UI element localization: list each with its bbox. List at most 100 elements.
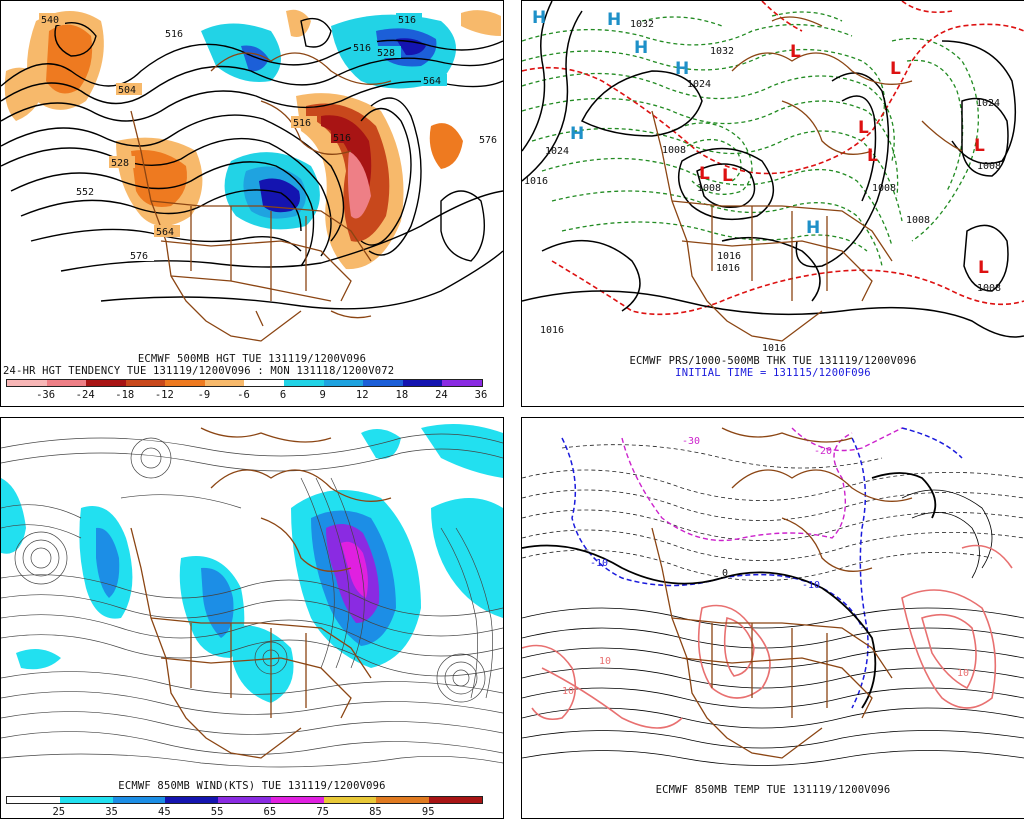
isobar-label: 1016 (540, 325, 564, 336)
colorbar-swatch (376, 797, 430, 803)
high-pressure-center: H (570, 124, 584, 144)
high-pressure-center: H (532, 8, 546, 28)
colorbar-tick-label: 12 (355, 389, 369, 401)
contour-label: 528 (377, 48, 395, 59)
colorbar-tick-label: 25 (52, 806, 66, 818)
isobars (522, 1, 1024, 338)
colorbar-swatch (402, 380, 443, 386)
contour-label: 516 (353, 43, 371, 54)
panel-pressure-thickness: 1032 1024 1024 1016 1032 1008 1024 1016 … (521, 0, 1024, 407)
colorbar-tick-label: 45 (158, 806, 171, 818)
colorbar-tick-label: 85 (369, 806, 382, 818)
high-pressure-center: H (607, 10, 621, 30)
isobar-label: 1016 (717, 251, 741, 262)
caption-wind-title: ECMWF 850MB WIND(KTS) TUE 131119/1200V09… (118, 780, 386, 792)
isobar-label: 1024 (545, 146, 569, 157)
contour-label: 504 (118, 85, 136, 96)
colorbar-tick-label: -24 (75, 389, 95, 401)
colorbar-swatch (165, 797, 219, 803)
isotherm-label: 0 (722, 568, 728, 579)
panel-850mb-wind: ECMWF 850MB WIND(KTS) TUE 131119/1200V09… (0, 417, 504, 819)
isotherm-labels: -20 -30 -10 -10 0 10 10 10 (562, 436, 969, 697)
colorbar-swatch (244, 380, 285, 386)
colorbar-swatch (59, 797, 113, 803)
low-pressure-center: L (867, 146, 878, 166)
high-pressure-center: H (634, 38, 648, 58)
isotherm-label: -30 (682, 436, 700, 447)
isobar-label: 1008 (977, 161, 1001, 172)
pressure-centers: H H H H H L L L L L L H L L (532, 8, 989, 278)
colorbar-swatch (270, 797, 324, 803)
contour-labels: 540 516 504 528 552 564 576 516 564 576 … (39, 13, 503, 262)
isobar-label: 1008 (662, 145, 686, 156)
low-pressure-center: L (699, 164, 710, 184)
contour-label: 516 (165, 29, 183, 40)
map-pressure: 1032 1024 1024 1016 1032 1008 1024 1016 … (522, 1, 1024, 353)
colorbar-swatch (323, 797, 377, 803)
isobar-label: 1032 (630, 19, 654, 30)
colorbar-swatch (442, 380, 482, 386)
colorbar-tendency (6, 379, 483, 387)
colorbar-tick-label: 18 (395, 389, 409, 401)
map-850mb-temp: -20 -30 -10 -10 0 10 10 10 (522, 427, 1024, 766)
colorbar-tick-label: 95 (421, 806, 435, 818)
colorbar-swatch (284, 380, 324, 386)
high-pressure-center: H (806, 218, 820, 238)
geography-borders (130, 52, 392, 342)
colorbar-swatch (165, 380, 205, 386)
isotherm-label: -10 (802, 580, 820, 591)
isobar-label: 1016 (762, 343, 786, 353)
contour-label: 576 (479, 135, 497, 146)
isotherm-label: 10 (957, 668, 969, 679)
caption-500mb-tendency: 24-HR HGT TENDENCY TUE 131119/1200V096 :… (3, 365, 395, 377)
isobar-label: 1008 (872, 183, 896, 194)
colorbar-tick-label: -36 (36, 389, 56, 401)
colorbar-tick-label: 24 (435, 389, 448, 401)
isobar-label: 1016 (524, 176, 548, 187)
colorbar-tick-label: 6 (279, 389, 287, 401)
contour-label: 516 (333, 133, 351, 144)
colorbar-tick-label: 75 (316, 806, 329, 818)
isobar-labels: 1032 1024 1024 1016 1032 1008 1024 1016 … (524, 19, 1001, 353)
low-pressure-center: L (790, 42, 801, 62)
low-pressure-center: L (978, 258, 989, 278)
isobar-label: 1024 (687, 79, 711, 90)
map-500mb: 540 516 504 528 552 564 576 516 564 576 … (1, 9, 503, 342)
low-pressure-center: L (722, 166, 733, 186)
freezing-line (561, 427, 963, 709)
wind-speed-shading (1, 424, 503, 703)
isotherm-label: -20 (814, 446, 832, 457)
colorbar-tick-label: 36 (474, 389, 488, 401)
geography-borders (130, 427, 392, 759)
colorbar-swatch (429, 797, 483, 803)
isobar-label: 1016 (716, 263, 740, 274)
colorbar-swatch (86, 380, 126, 386)
colorbar-wind-ticks: 25 35 45 55 65 75 85 95 (1, 806, 503, 818)
colorbar-tendency-ticks: -36 -24 -18 -12 -9 -6 6 9 12 18 24 36 (1, 389, 503, 403)
thickness-cold-lines (522, 11, 980, 267)
colorbar-swatch (218, 797, 271, 803)
isobar-label: 1032 (710, 46, 734, 57)
colorbar-tick-label: -18 (115, 389, 135, 401)
ten-degree-isotherm (522, 544, 1013, 729)
colorbar-swatch (363, 380, 403, 386)
colorbar-swatch (7, 797, 60, 803)
colorbar-swatch (112, 797, 166, 803)
minus20-isotherm (621, 427, 903, 542)
panel-850mb-temp: -20 -30 -10 -10 0 10 10 10 ECMWF 850MB T… (521, 417, 1024, 819)
isobar-label: 1008 (906, 215, 930, 226)
contour-label: 552 (76, 187, 94, 198)
high-pressure-center: H (675, 59, 689, 79)
contour-label: 576 (130, 251, 148, 262)
contour-label: 564 (423, 76, 441, 87)
warm-isotherms (522, 489, 1024, 766)
colorbar-swatch (125, 380, 166, 386)
isotherm-label: -10 (590, 558, 608, 569)
caption-500mb-title: ECMWF 500MB HGT TUE 131119/1200V096 (137, 353, 367, 365)
colorbar-tick-label: 9 (319, 389, 326, 401)
colorbar-tick-label: 35 (105, 806, 118, 818)
colorbar-tick-label: -6 (237, 389, 250, 401)
isotherm-label: 10 (599, 656, 611, 667)
geography-borders (651, 16, 963, 342)
colorbar-wind (6, 796, 483, 804)
